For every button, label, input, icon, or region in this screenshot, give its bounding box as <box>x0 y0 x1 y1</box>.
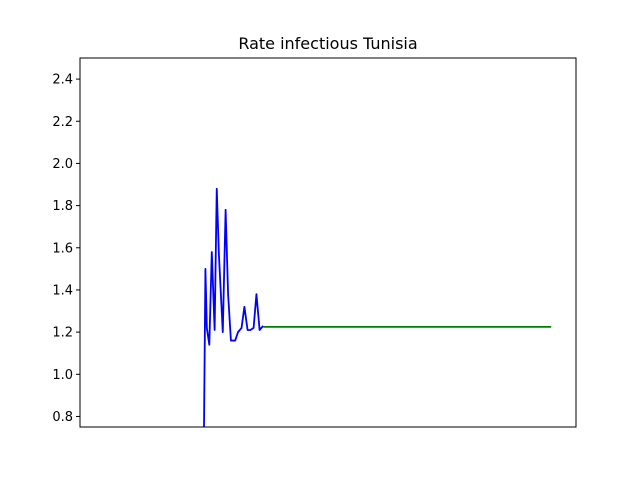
series-line-1 <box>203 187 264 428</box>
y-tick-label: 2.0 <box>52 157 73 172</box>
y-axis: 0.8 1.0 1.2 1.4 1.6 1.8 2.0 2.2 2.4 <box>52 73 80 425</box>
y-tick-label: 1.6 <box>52 241 73 256</box>
y-tick-label: 1.8 <box>52 199 73 214</box>
plot-frame <box>79 57 577 428</box>
y-tick-label: 2.4 <box>52 73 73 88</box>
y-tick-label: 2.2 <box>52 115 73 130</box>
series-layer <box>203 187 552 428</box>
y-tick-label: 1.0 <box>52 368 73 383</box>
chart-title: Rate infectious Tunisia <box>238 34 417 53</box>
y-tick-label: 0.8 <box>52 410 73 425</box>
y-tick-label: 1.2 <box>52 326 73 341</box>
y-tick-label: 1.4 <box>52 283 73 298</box>
